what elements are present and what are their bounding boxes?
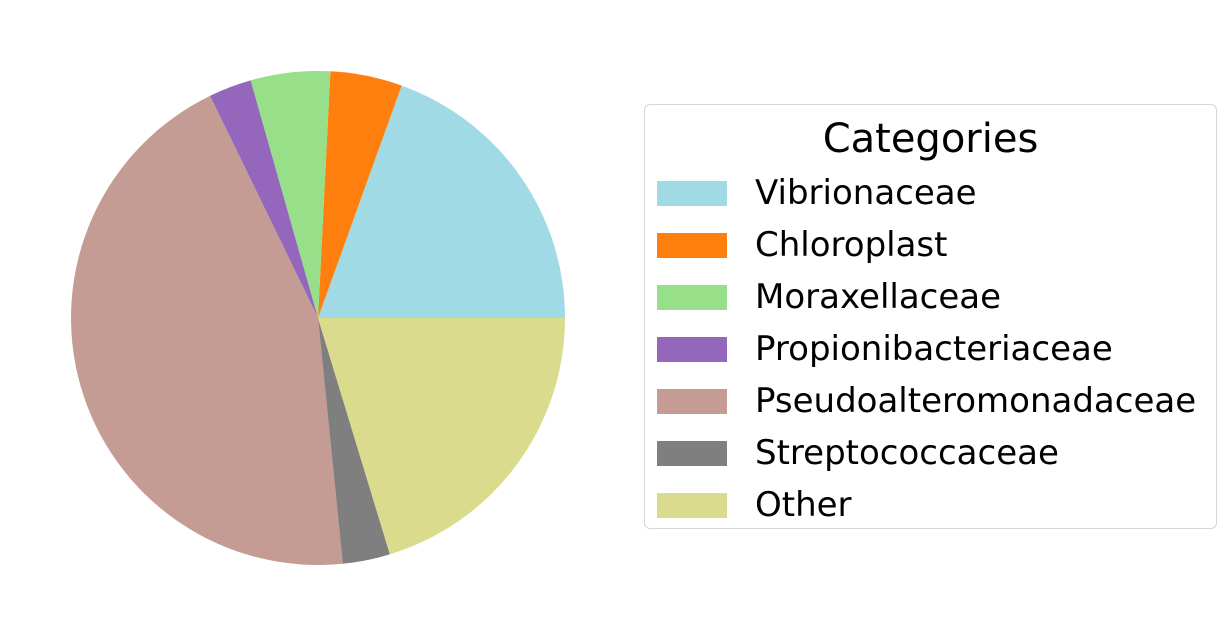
pie-slice-streptococcaceae	[318, 318, 390, 564]
legend-item-pseudoalteromonadaceae: Pseudoalteromonadaceae	[657, 375, 1196, 427]
pie-slice-chloroplast	[318, 71, 402, 318]
legend: Categories Vibrionaceae Chloroplast Moraxe…	[644, 104, 1217, 529]
legend-swatch	[657, 284, 727, 310]
legend-label: Pseudoalteromonadaceae	[755, 381, 1197, 421]
legend-item-propionibacteriaceae: Propionibacteriaceae	[657, 323, 1196, 375]
pie-slice-propionibacteriaceae	[210, 80, 318, 318]
legend-item-chloroplast: Chloroplast	[657, 219, 1196, 271]
legend-swatch	[657, 388, 727, 414]
legend-swatch	[657, 440, 727, 466]
legend-item-moraxellaceae: Moraxellaceae	[657, 271, 1196, 323]
pie-slice-pseudoalteromonadaceae	[71, 95, 343, 565]
legend-label: Moraxellaceae	[755, 277, 1002, 317]
legend-item-other: Other	[657, 479, 1196, 531]
legend-swatch	[657, 180, 727, 206]
pie-slice-other	[318, 318, 565, 555]
legend-label: Streptococcaceae	[755, 433, 1059, 473]
legend-item-streptococcaceae: Streptococcaceae	[657, 427, 1196, 479]
pie-slice-moraxellaceae	[250, 70, 331, 318]
pie-slice-vibrionaceae	[318, 85, 565, 318]
legend-item-vibrionaceae: Vibrionaceae	[657, 167, 1196, 219]
legend-label: Other	[755, 485, 852, 525]
legend-swatch	[657, 492, 727, 518]
pie-slices	[71, 70, 565, 565]
legend-swatch	[657, 232, 727, 258]
legend-items: Vibrionaceae Chloroplast Moraxellaceae Prop…	[657, 167, 1196, 531]
legend-title: Categories	[822, 116, 1039, 162]
legend-label: Vibrionaceae	[755, 173, 977, 213]
legend-label: Chloroplast	[755, 225, 948, 265]
legend-label: Propionibacteriaceae	[755, 329, 1113, 369]
legend-swatch	[657, 336, 727, 362]
